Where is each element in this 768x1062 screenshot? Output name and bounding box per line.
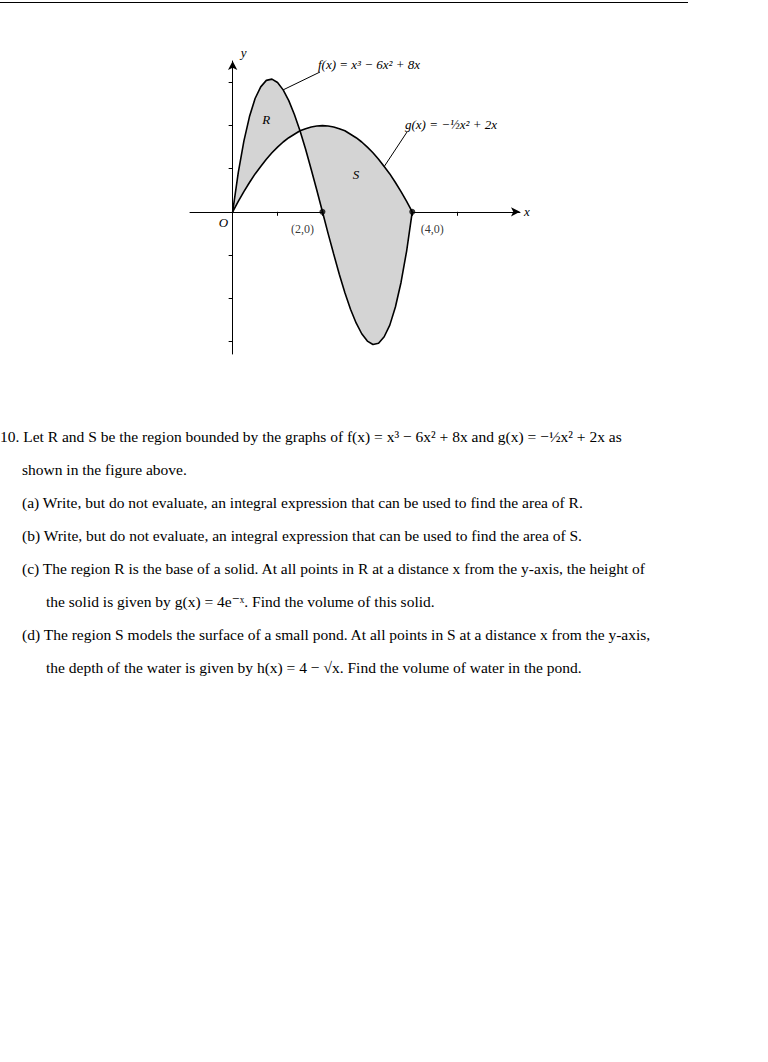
html-text:10. Let R and S be the region: 10. Let R and S be the region bounded by… [0,428,622,478]
svg-text:R: R [261,112,270,127]
svg-text:y: y [239,45,247,60]
svg-text:g(x) = −½x² + 2x: g(x) = −½x² + 2x [405,117,497,132]
html-text:(b) Write, but do not evaluate: (b) Write, but do not evaluate, an integ… [22,527,582,544]
html-text:(c) The region R is the base o: (c) The region R is the base of a solid.… [22,560,645,610]
svg-text:(2,0): (2,0) [291,222,314,236]
html-text:(a) Write, but do not evaluate: (a) Write, but do not evaluate, an integ… [22,494,583,511]
svg-text:S: S [353,167,360,182]
html-text:(d) The region S models the su: (d) The region S models the surface of a… [22,626,651,676]
svg-text:O: O [219,215,229,230]
svg-text:(4,0): (4,0) [421,222,444,236]
svg-text:x: x [523,204,530,219]
svg-text:f(x) = x³ − 6x² + 8x: f(x) = x³ − 6x² + 8x [318,57,420,72]
